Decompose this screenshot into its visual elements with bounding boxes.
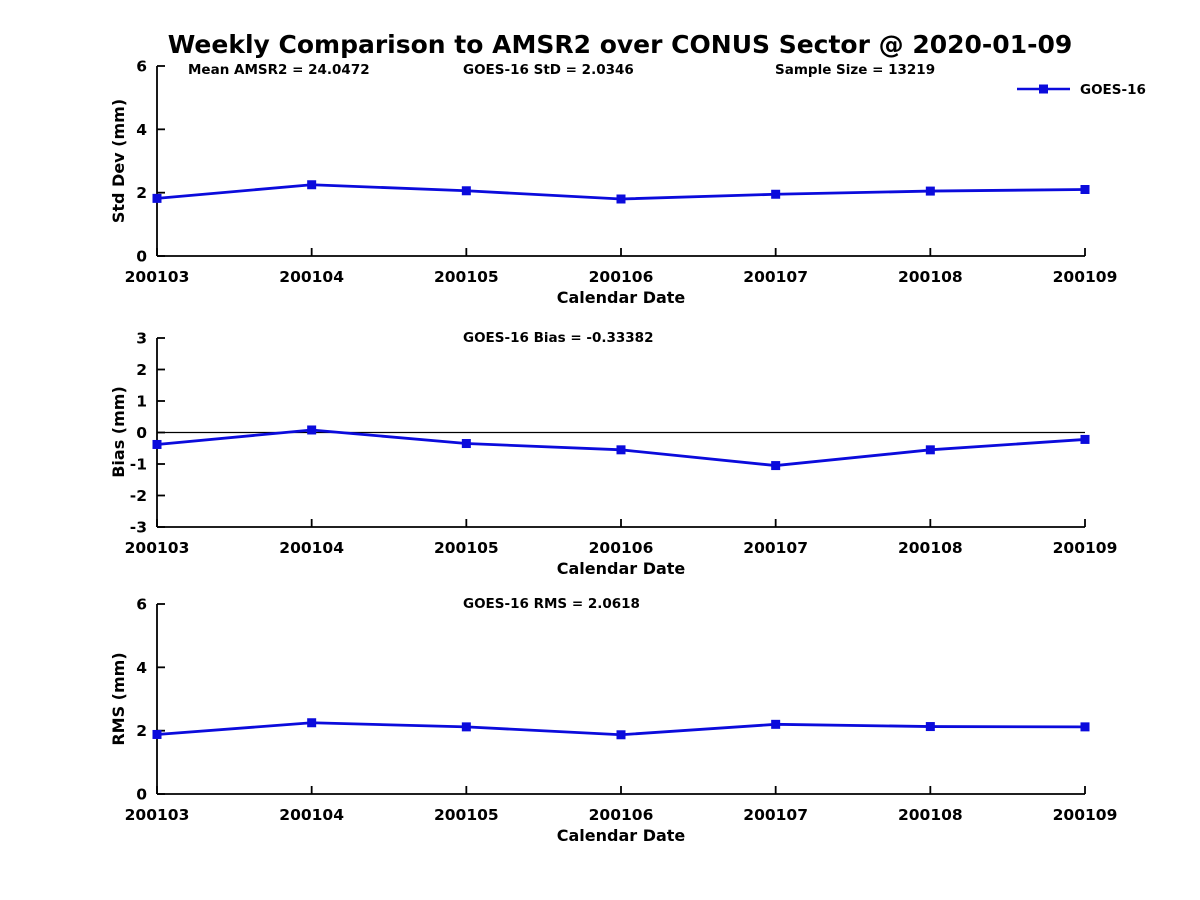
data-point-marker <box>307 425 317 435</box>
stddev-x-axis-label: Calendar Date <box>557 288 686 307</box>
y-tick-label: -3 <box>130 519 147 537</box>
subplot-stddev: 0 2 4 6 200103 200104 200105 200106 200107 200108… <box>109 58 1146 308</box>
x-tick-label: 200103 <box>125 268 190 286</box>
data-point-marker <box>616 730 626 740</box>
data-point-marker <box>1080 434 1090 444</box>
data-point-marker <box>152 193 162 203</box>
x-tick-label: 200107 <box>743 806 808 824</box>
x-tick-label: 200108 <box>898 268 963 286</box>
x-tick-label: 200104 <box>279 539 344 557</box>
bias-x-axis-label: Calendar Date <box>557 559 686 578</box>
x-tick-label: 200106 <box>589 806 654 824</box>
rms-annotation: GOES-16 RMS = 2.0618 <box>463 596 640 612</box>
x-tick-label: 200107 <box>743 268 808 286</box>
data-point-marker <box>1080 722 1090 732</box>
y-tick-label: 4 <box>136 659 147 677</box>
x-tick-label: 200109 <box>1053 806 1118 824</box>
y-tick-label: 6 <box>136 596 147 614</box>
bias-annotation: GOES-16 Bias = -0.33382 <box>463 330 653 346</box>
subplot-bias: -3 -2 -1 0 1 2 3 200103 200104 200105 200106 200107… <box>109 330 1117 579</box>
stddev-annotation-mean-amsr2: Mean AMSR2 = 24.0472 <box>188 62 370 78</box>
y-tick-label: 0 <box>136 786 147 804</box>
y-tick-label: 0 <box>136 424 147 442</box>
data-point-marker <box>771 461 781 471</box>
rms-x-axis-label: Calendar Date <box>557 826 686 845</box>
bias-y-axis-label: Bias (mm) <box>109 386 128 478</box>
x-tick-label: 200109 <box>1053 268 1118 286</box>
data-point-marker <box>925 445 935 455</box>
x-tick-label: 200106 <box>589 539 654 557</box>
data-point-marker <box>461 186 471 196</box>
data-point-marker <box>1080 185 1090 194</box>
y-tick-label: -1 <box>130 456 147 474</box>
y-tick-label: 0 <box>136 248 147 266</box>
y-tick-label: 2 <box>136 361 147 379</box>
y-tick-label: 2 <box>136 722 147 740</box>
stddev-plot-area: 0 2 4 6 200103 200104 200105 200106 200107 200108… <box>125 58 1118 287</box>
legend: GOES-16 <box>1017 82 1146 98</box>
data-point-marker <box>307 718 317 728</box>
y-tick-label: 2 <box>136 184 147 202</box>
data-point-marker <box>461 439 471 449</box>
data-point-marker <box>461 722 471 732</box>
data-point-marker <box>771 719 781 729</box>
data-point-marker <box>925 186 935 196</box>
data-point-marker <box>616 194 626 204</box>
x-tick-label: 200105 <box>434 806 499 824</box>
x-tick-label: 200105 <box>434 268 499 286</box>
x-tick-label: 200107 <box>743 539 808 557</box>
data-point-marker <box>152 729 162 739</box>
data-point-marker <box>925 722 935 732</box>
rms-y-axis-label: RMS (mm) <box>109 652 128 745</box>
stddev-annotation-sample-size: Sample Size = 13219 <box>775 62 935 78</box>
stddev-y-axis-label: Std Dev (mm) <box>109 99 128 223</box>
legend-marker-icon <box>1039 84 1048 94</box>
legend-label: GOES-16 <box>1080 82 1146 98</box>
y-tick-label: 6 <box>136 58 147 76</box>
x-tick-label: 200104 <box>279 806 344 824</box>
x-tick-label: 200108 <box>898 806 963 824</box>
y-tick-label: -2 <box>130 487 147 505</box>
data-point-marker <box>771 189 781 199</box>
rms-plot-area: 0 2 4 6 200103 200104 200105 200106 200107 200108… <box>125 596 1118 825</box>
data-point-marker <box>616 445 626 455</box>
stddev-annotation-std: GOES-16 StD = 2.0346 <box>463 62 634 78</box>
x-tick-label: 200104 <box>279 268 344 286</box>
y-tick-label: 3 <box>136 330 147 348</box>
bias-plot-area: -3 -2 -1 0 1 2 3 200103 200104 200105 200106 200107… <box>125 330 1118 558</box>
data-point-marker <box>152 439 162 449</box>
x-tick-label: 200108 <box>898 539 963 557</box>
subplot-rms: 0 2 4 6 200103 200104 200105 200106 200107 200108… <box>109 596 1117 846</box>
figure-title: Weekly Comparison to AMSR2 over CONUS Se… <box>168 30 1073 59</box>
x-tick-label: 200103 <box>125 539 190 557</box>
x-tick-label: 200105 <box>434 539 499 557</box>
data-point-marker <box>307 180 317 190</box>
x-tick-label: 200106 <box>589 268 654 286</box>
y-tick-label: 1 <box>136 393 147 411</box>
x-tick-label: 200103 <box>125 806 190 824</box>
x-tick-label: 200109 <box>1053 539 1118 557</box>
y-tick-label: 4 <box>136 121 147 139</box>
